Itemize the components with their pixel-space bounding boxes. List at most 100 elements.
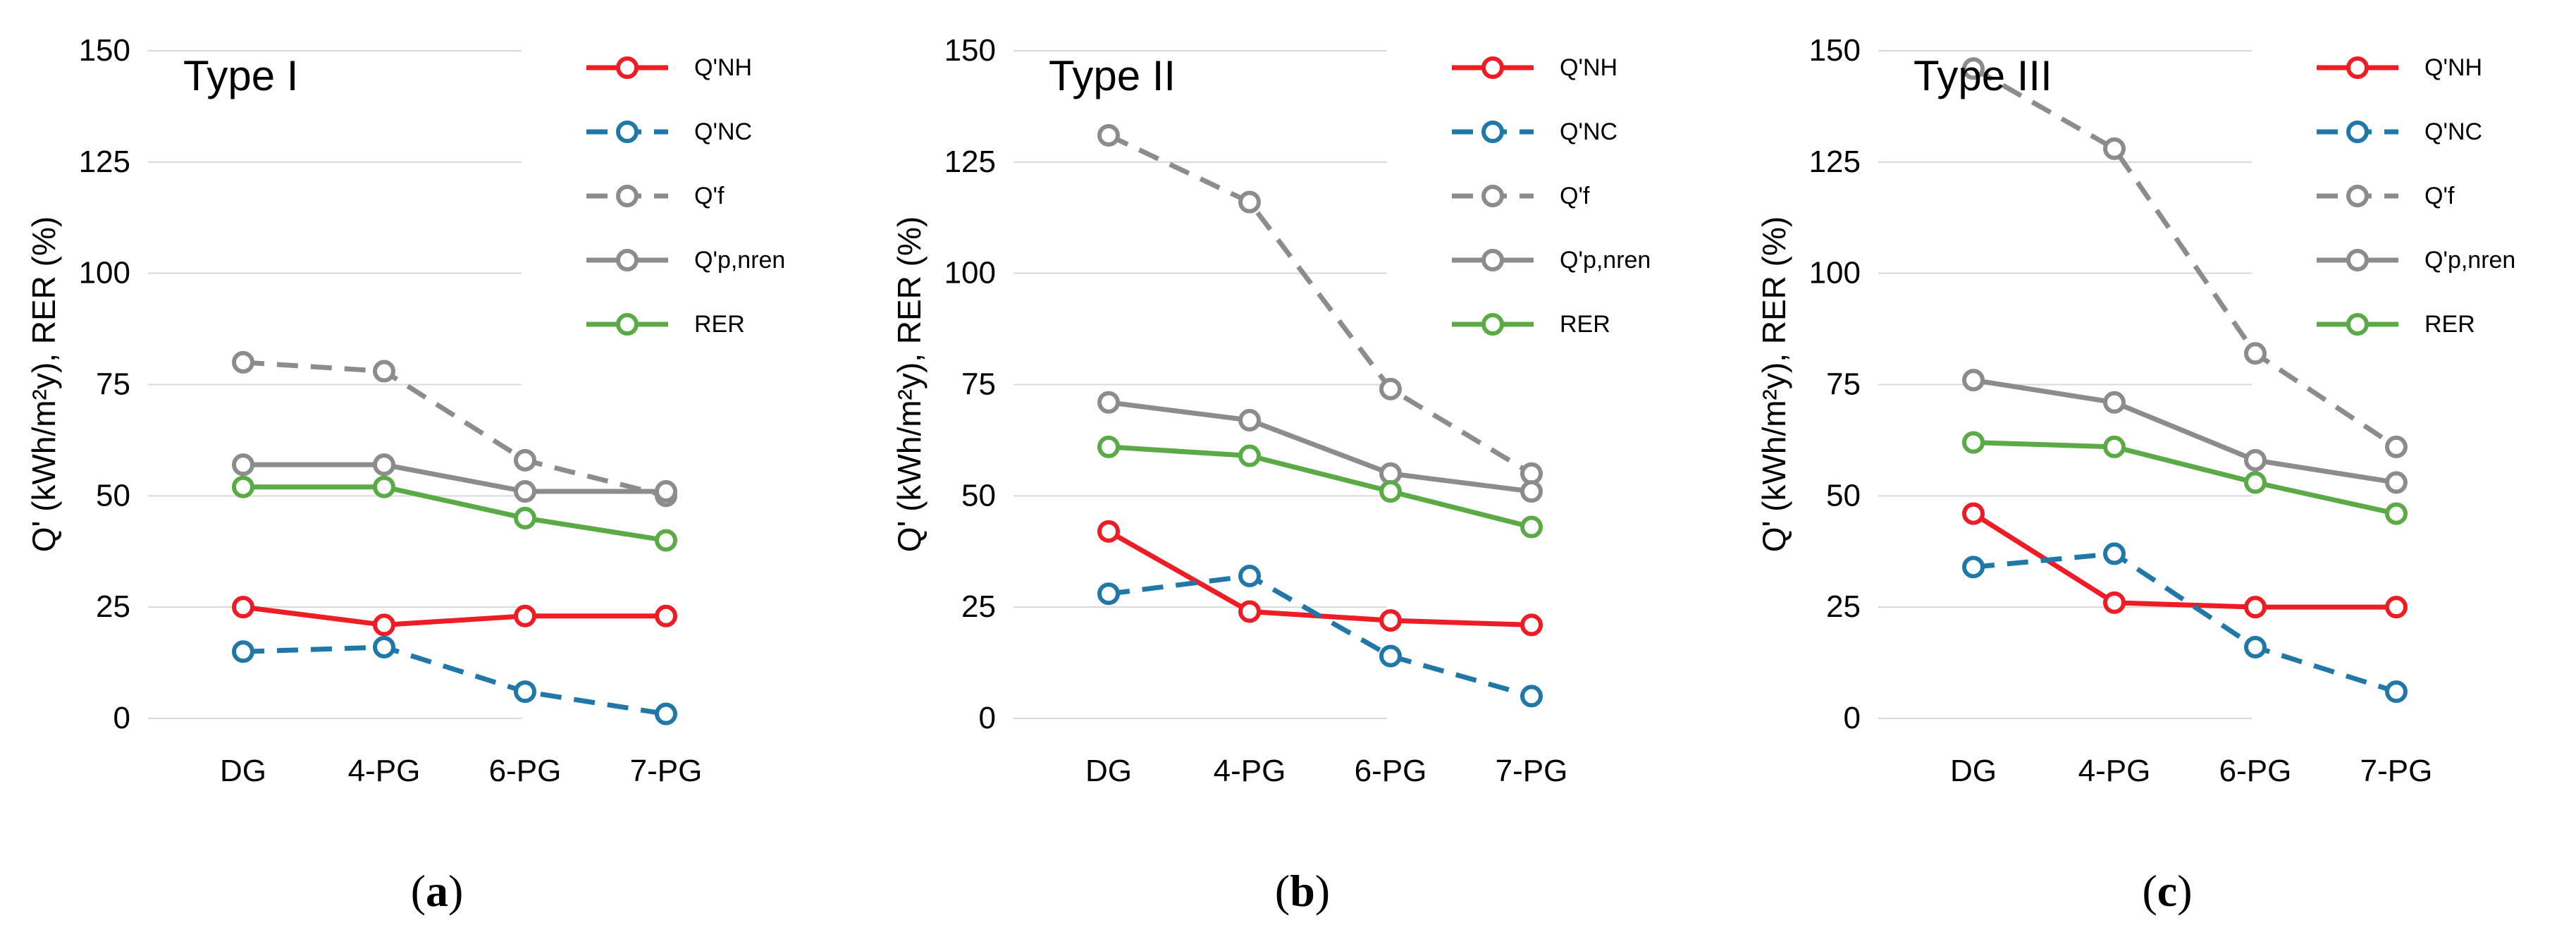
- data-point: [1238, 409, 1261, 432]
- data-point: [373, 475, 395, 498]
- data-point: [232, 596, 254, 619]
- x-tick-label: DG: [220, 754, 266, 788]
- panel-caption: (a): [411, 866, 464, 916]
- legend-label: Q'p,nren: [694, 247, 785, 274]
- legend-label: Q'p,nren: [1560, 247, 1651, 274]
- y-tick-label: 50: [1826, 478, 1861, 513]
- y-axis-title: Q' (kWh/m²y), RER (%): [891, 216, 928, 552]
- legend-marker: [1481, 56, 1504, 79]
- x-tick-label: DG: [1950, 754, 1997, 788]
- x-tick-label: 7-PG: [1496, 754, 1568, 788]
- data-point: [232, 453, 254, 477]
- series-Q'p,nren: [232, 453, 677, 503]
- y-tick-label: 125: [79, 145, 130, 179]
- data-point: [514, 506, 536, 529]
- x-tick-label: 4-PG: [1214, 754, 1286, 788]
- y-tick-label: 125: [944, 145, 996, 179]
- legend-entry: RER: [1452, 311, 1610, 338]
- data-point: [373, 613, 395, 637]
- data-point: [1097, 520, 1120, 543]
- y-tick-label: 25: [961, 589, 996, 624]
- data-point: [2385, 502, 2408, 525]
- x-tick-label: 6-PG: [2219, 754, 2292, 788]
- data-point: [1520, 462, 1543, 485]
- data-point: [514, 480, 536, 503]
- series-line: [1973, 551, 2398, 694]
- legend-entry: Q'NC: [1452, 118, 1617, 145]
- data-point: [1379, 377, 1402, 400]
- legend-label: Q'f: [694, 183, 725, 209]
- data-point: [373, 453, 395, 477]
- series-RER: [1097, 435, 1543, 539]
- legend-label: RER: [1560, 311, 1610, 338]
- series-line: [1972, 511, 2396, 610]
- data-point: [2103, 435, 2126, 458]
- x-tick-label: 6-PG: [1355, 754, 1427, 788]
- series-line: [1973, 440, 2397, 517]
- data-point: [1520, 613, 1543, 637]
- caption-paren-close: ): [2177, 866, 2192, 916]
- panel-caption: (c): [2142, 866, 2192, 916]
- data-point: [2103, 391, 2126, 414]
- chart-panel-c: 0 25 50 75 100 125 150 DG 4-PG 6-PG 7-PG Q' (kWh/m²…: [1756, 33, 2515, 916]
- legend-label: Q'NC: [2424, 118, 2482, 145]
- data-point: [655, 604, 677, 627]
- panel-caption: (b): [1275, 866, 1330, 916]
- series-line: [1107, 529, 1532, 627]
- legend-marker: [616, 121, 639, 143]
- legend-marker: [2346, 56, 2369, 79]
- x-tick-label: 6-PG: [489, 754, 562, 788]
- data-point: [1520, 480, 1543, 503]
- legend-marker: [1481, 185, 1504, 207]
- data-point: [2385, 471, 2408, 494]
- chart-panel-a: 0 25 50 75 100 125 150 DG 4-PG 6-PG 7-PG Q' (kWh/m²…: [25, 33, 785, 916]
- legend-marker: [616, 56, 639, 79]
- legend-entry: RER: [586, 311, 745, 338]
- data-point: [2103, 591, 2126, 614]
- legend-entry: Q'f: [1452, 183, 1590, 209]
- data-point: [2103, 542, 2126, 565]
- y-axis-title: Q' (kWh/m²y), RER (%): [25, 216, 62, 552]
- data-point: [1097, 123, 1120, 147]
- data-point: [2244, 635, 2267, 658]
- series-line: [1107, 133, 1533, 476]
- data-point: [2244, 596, 2267, 619]
- legend-entry: Q'f: [2317, 183, 2455, 209]
- data-point: [232, 475, 254, 498]
- data-point: [2244, 471, 2267, 494]
- legend-label: RER: [2424, 311, 2475, 338]
- series-RER: [232, 475, 677, 552]
- data-point: [514, 604, 536, 627]
- legend-entry: Q'p,nren: [586, 247, 785, 274]
- series-Q'NC: [232, 635, 677, 725]
- data-point: [1962, 556, 1985, 579]
- y-tick-label: 150: [79, 33, 130, 68]
- chart-panel-b: 0 25 50 75 100 125 150 DG 4-PG 6-PG 7-PG Q' (kWh/m²…: [891, 33, 1651, 916]
- legend-entry: Q'f: [586, 183, 725, 209]
- y-tick-label: 50: [96, 478, 130, 513]
- data-point: [514, 680, 536, 704]
- panel-title: Type I: [183, 52, 298, 99]
- series-line: [242, 604, 666, 627]
- data-point: [655, 702, 677, 725]
- x-tick-label: 4-PG: [2078, 754, 2151, 788]
- legend-marker: [616, 249, 639, 271]
- caption-letter: c: [2157, 866, 2177, 916]
- data-point: [1379, 644, 1402, 668]
- data-point: [655, 529, 677, 552]
- series-Q'f: [1962, 57, 2408, 458]
- data-point: [1520, 685, 1543, 708]
- series-line: [243, 484, 667, 543]
- data-point: [2103, 137, 2126, 160]
- data-point: [1238, 444, 1261, 467]
- series-line: [1108, 444, 1532, 529]
- series-Q'NH: [232, 596, 677, 637]
- legend-label: Q'f: [1560, 183, 1590, 209]
- series-line: [242, 644, 667, 717]
- x-tick-label: 4-PG: [348, 754, 421, 788]
- y-tick-label: 75: [96, 367, 130, 402]
- y-tick-label: 125: [1809, 145, 1861, 179]
- legend-label: Q'p,nren: [2424, 247, 2515, 274]
- panel-title: Type II: [1049, 52, 1176, 99]
- legend-label: RER: [694, 311, 745, 338]
